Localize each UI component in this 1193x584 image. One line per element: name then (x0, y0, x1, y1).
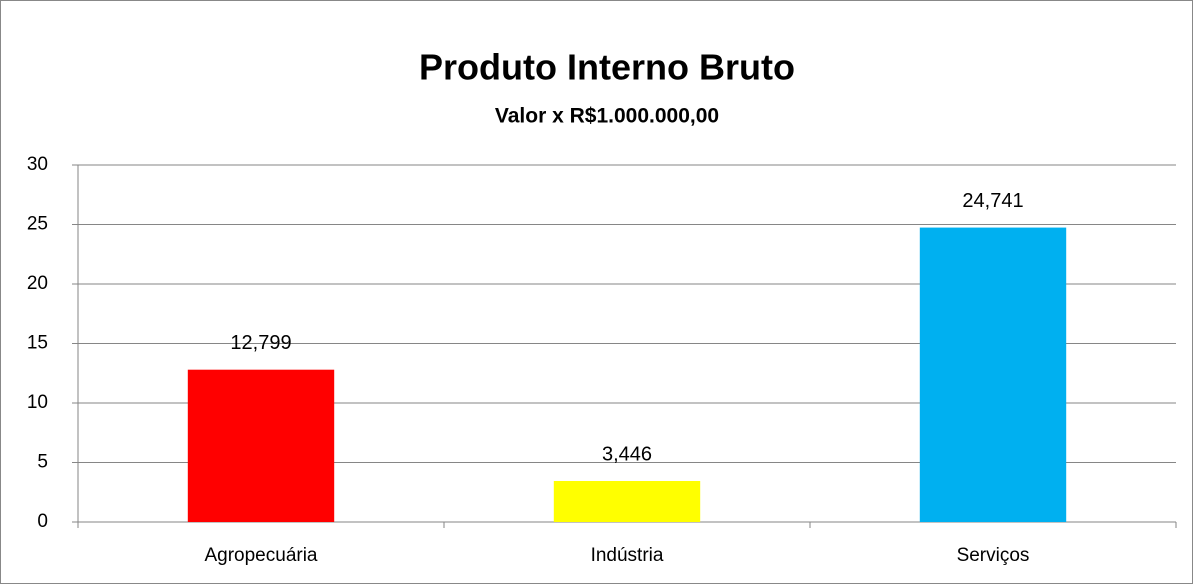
y-tick-label: 10 (27, 392, 48, 413)
bar (187, 369, 335, 522)
x-tick-label: Agropecuária (204, 545, 317, 566)
chart-subtitle: Valor x R$1.000.000,00 (495, 105, 719, 128)
y-tick-label: 25 (27, 214, 48, 235)
y-tick-label: 5 (37, 452, 48, 473)
value-label: 24,741 (962, 190, 1023, 212)
x-tick-label: Serviços (957, 545, 1030, 566)
value-label: 12,799 (230, 332, 291, 354)
value-label: 3,446 (602, 443, 652, 465)
y-tick-label: 20 (27, 273, 48, 294)
y-tick-label: 15 (27, 333, 48, 354)
bar (553, 480, 701, 522)
bar (919, 227, 1067, 523)
chart-title: Produto Interno Bruto (419, 47, 795, 88)
y-tick-label: 30 (27, 154, 48, 175)
y-tick-label: 0 (37, 511, 48, 532)
x-tick-label: Indústria (591, 545, 664, 566)
